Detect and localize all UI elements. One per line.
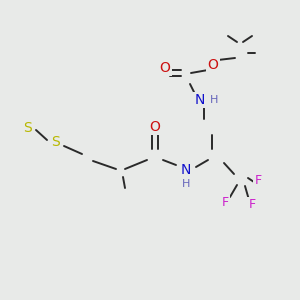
Text: H: H — [182, 179, 190, 189]
Text: H: H — [210, 95, 218, 105]
Text: F: F — [221, 196, 229, 208]
Text: S: S — [24, 121, 32, 135]
Text: F: F — [254, 173, 262, 187]
Text: N: N — [181, 163, 191, 177]
Text: O: O — [160, 61, 170, 75]
Text: S: S — [24, 121, 32, 135]
Text: S: S — [51, 135, 59, 149]
Text: F: F — [248, 199, 256, 212]
Text: O: O — [208, 58, 218, 72]
Text: O: O — [150, 120, 160, 134]
Text: N: N — [195, 93, 205, 107]
